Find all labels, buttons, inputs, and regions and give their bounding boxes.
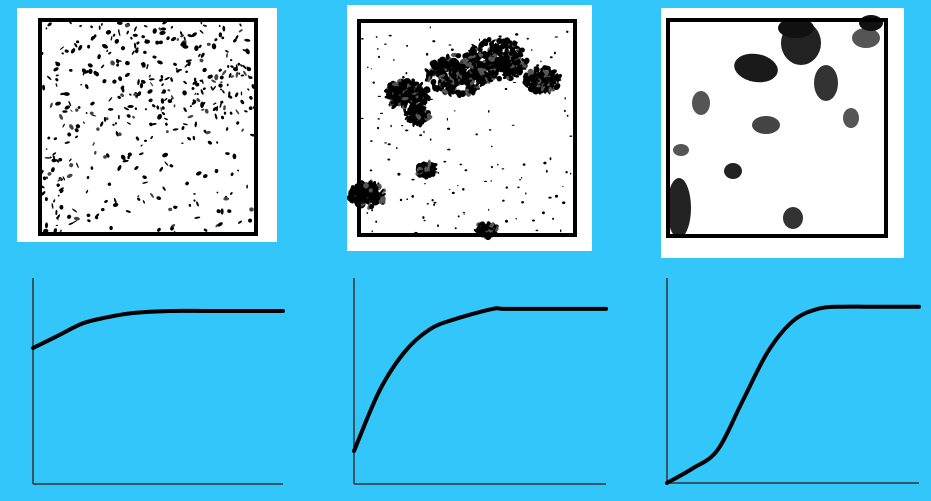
series-line-3 xyxy=(665,304,921,485)
curve-svg-2 xyxy=(352,278,608,485)
texture-image-2 xyxy=(347,19,577,241)
texture-blobs-3 xyxy=(667,15,883,238)
series-line-2 xyxy=(352,306,608,453)
texture-frame-3 xyxy=(666,18,888,238)
texture-blobs-2 xyxy=(347,26,573,241)
texture-panel-1 xyxy=(17,8,277,242)
texture-panel-2 xyxy=(347,5,592,251)
texture-frame-2 xyxy=(357,19,577,237)
curve-svg-1 xyxy=(31,278,285,485)
texture-panel-3 xyxy=(661,8,904,258)
texture-blobs-1 xyxy=(40,20,256,234)
texture-image-3 xyxy=(666,15,888,238)
curve-plot-3 xyxy=(665,278,921,485)
series-line-1 xyxy=(31,308,285,350)
curve-svg-3 xyxy=(665,278,921,485)
texture-image-1 xyxy=(38,18,258,236)
curve-plot-1 xyxy=(31,278,285,486)
texture-frame-1 xyxy=(38,18,258,236)
curve-plot-2 xyxy=(352,278,608,486)
